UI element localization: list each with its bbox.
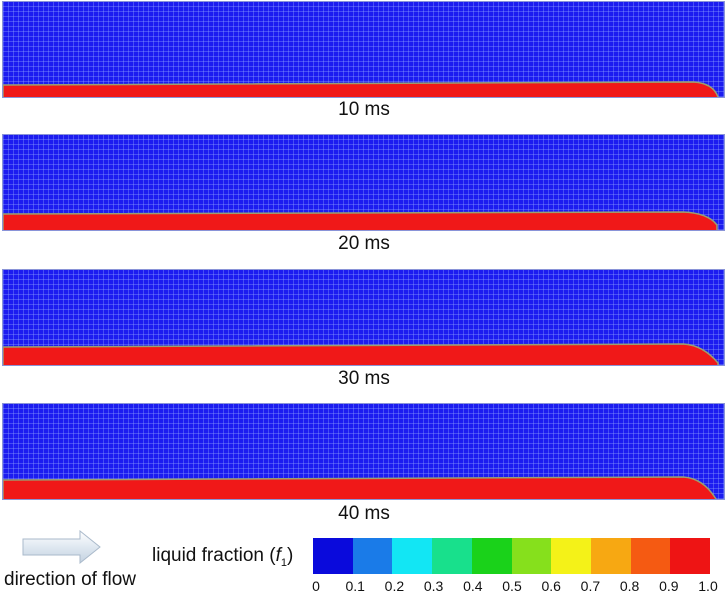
simulation-panel-10ms [2, 1, 725, 98]
colorbar-cell [471, 538, 512, 574]
colorbar-tick-label: 0.4 [463, 578, 483, 594]
simulation-panel-30ms [2, 269, 725, 366]
colorbar-cell [392, 538, 433, 574]
colorbar [313, 538, 711, 574]
time-label: 20 ms [338, 233, 390, 254]
liquid-layer [3, 476, 717, 499]
colorbar-cell [313, 538, 353, 574]
colorbar-tick-label: 0.1 [345, 578, 365, 594]
colorbar-cell [551, 538, 591, 574]
colorbar-tick-label: 0.7 [580, 578, 601, 594]
colorbar-tick-label: 0 [312, 578, 320, 594]
simulation-panel-40ms [2, 403, 725, 500]
colorbar-cell [630, 538, 671, 574]
colorbar-tick-label: 1.0 [698, 578, 718, 594]
legend-variable: f [275, 545, 281, 566]
legend-title-prefix: liquid fraction ( [152, 545, 276, 566]
time-label: 30 ms [338, 368, 390, 389]
time-label: 40 ms [338, 503, 390, 524]
liquid-layer [3, 343, 719, 365]
colorbar-tick-label: 0.8 [619, 578, 640, 594]
legend-subscript: 1 [280, 556, 287, 569]
colorbar-cell [670, 538, 711, 574]
colorbar-tick-label: 0.5 [502, 578, 522, 594]
legend-title-suffix: ) [286, 545, 294, 566]
colorbar-tick-label: 0.2 [384, 578, 405, 594]
flow-direction-arrow-icon [22, 530, 101, 564]
colorbar-cell [511, 538, 552, 574]
time-label: 10 ms [338, 99, 390, 120]
colorbar-cell [352, 538, 393, 574]
flow-direction-label: direction of flow [4, 569, 137, 590]
colorbar-cell [432, 538, 472, 574]
simulation-panel-20ms [2, 134, 725, 231]
liquid-layer [3, 81, 719, 97]
colorbar-tick-label: 0.9 [659, 578, 679, 594]
colorbar-cell [590, 538, 631, 574]
colorbar-tick-label: 0.6 [541, 578, 561, 594]
legend-title: liquid fraction (f1) [152, 545, 293, 574]
colorbar-tick-label: 0.3 [423, 578, 444, 594]
liquid-layer [3, 211, 718, 230]
colorbar-ticks: 0 0.1 0.2 0.3 0.4 0.5 0.6 0.7 0.8 0.9 1.0 [0, 577, 728, 597]
